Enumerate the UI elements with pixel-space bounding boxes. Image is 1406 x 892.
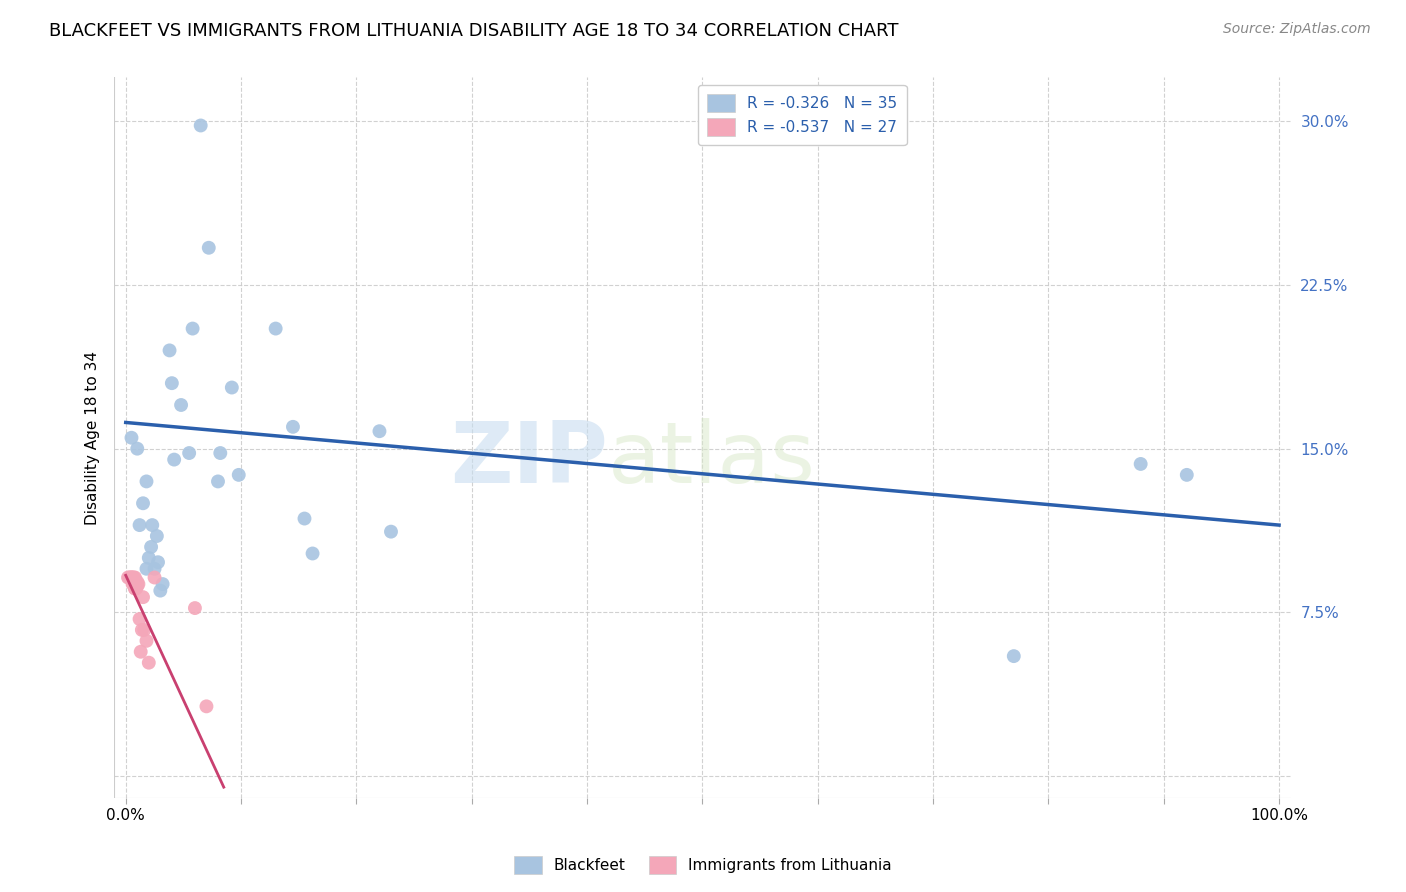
Point [138, 550, 160, 565]
Text: ZIP: ZIP [450, 417, 609, 501]
Point [207, 475, 229, 489]
Point [132, 590, 155, 604]
Point [368, 424, 391, 438]
Point [128, 612, 150, 626]
Point [127, 574, 149, 589]
Point [124, 582, 146, 596]
Point [124, 582, 146, 596]
Point [129, 645, 152, 659]
Point [159, 343, 181, 358]
Point [152, 577, 174, 591]
Point [1002, 649, 1025, 664]
Point [190, 119, 212, 133]
Point [294, 511, 316, 525]
Point [181, 321, 204, 335]
Point [125, 582, 148, 596]
Point [121, 570, 143, 584]
Point [1175, 467, 1198, 482]
Point [139, 540, 162, 554]
Point [132, 496, 155, 510]
Point [122, 570, 145, 584]
Point [264, 321, 287, 335]
Point [184, 601, 207, 615]
Point [127, 442, 149, 456]
Point [135, 475, 157, 489]
Text: Source: ZipAtlas.com: Source: ZipAtlas.com [1223, 22, 1371, 37]
Point [135, 633, 157, 648]
Point [141, 518, 163, 533]
Point [197, 241, 219, 255]
Point [195, 699, 218, 714]
Point [149, 583, 172, 598]
Point [209, 446, 232, 460]
Point [146, 529, 169, 543]
Point [135, 562, 157, 576]
Point [120, 570, 142, 584]
Legend: Blackfeet, Immigrants from Lithuania: Blackfeet, Immigrants from Lithuania [508, 850, 898, 880]
Point [138, 656, 160, 670]
Point [121, 570, 143, 584]
Text: atlas: atlas [609, 417, 817, 501]
Point [146, 555, 169, 569]
Legend: R = -0.326   N = 35, R = -0.537   N = 27: R = -0.326 N = 35, R = -0.537 N = 27 [699, 85, 907, 145]
Point [221, 380, 243, 394]
Point [122, 574, 145, 589]
Point [170, 398, 193, 412]
Point [125, 577, 148, 591]
Point [117, 570, 139, 584]
Point [124, 570, 146, 584]
Point [1129, 457, 1152, 471]
Point [179, 446, 201, 460]
Point [228, 467, 250, 482]
Text: BLACKFEET VS IMMIGRANTS FROM LITHUANIA DISABILITY AGE 18 TO 34 CORRELATION CHART: BLACKFEET VS IMMIGRANTS FROM LITHUANIA D… [49, 22, 898, 40]
Point [163, 452, 186, 467]
Point [143, 562, 166, 576]
Point [301, 547, 323, 561]
Point [118, 570, 141, 584]
Point [127, 579, 149, 593]
Point [380, 524, 402, 539]
Point [160, 376, 183, 391]
Point [128, 518, 150, 533]
Point [134, 623, 156, 637]
Point [281, 420, 304, 434]
Point [143, 570, 166, 584]
Point [131, 623, 153, 637]
Point [121, 431, 143, 445]
Point [121, 577, 143, 591]
Point [121, 570, 143, 584]
Y-axis label: Disability Age 18 to 34: Disability Age 18 to 34 [86, 351, 100, 524]
Point [127, 577, 149, 591]
